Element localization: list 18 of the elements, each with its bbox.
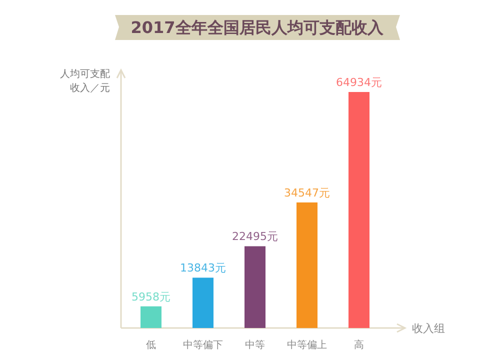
bar: [348, 92, 370, 328]
bar: [244, 246, 266, 328]
x-tick-label: 高: [354, 339, 364, 351]
data-label: 13843元: [180, 262, 226, 275]
x-tick-label: 低: [146, 340, 156, 351]
x-tick-label: 中等偏下: [183, 339, 223, 351]
data-label: 64934元: [336, 76, 382, 89]
x-tick-label: 中等: [245, 339, 265, 351]
data-label: 5958元: [132, 290, 170, 304]
bar: [296, 202, 318, 328]
data-label: 34547元: [284, 186, 330, 200]
bar: [192, 278, 214, 328]
x-tick-label: 中等偏上: [287, 339, 327, 351]
data-label: 22495元: [232, 230, 278, 244]
chart-title: 2017全年全国居民人均可支配收入: [130, 18, 384, 37]
x-axis-title: 收入组: [412, 322, 445, 335]
bar: [140, 306, 162, 328]
y-axis-title: 人均可支配收入／元: [60, 68, 110, 94]
